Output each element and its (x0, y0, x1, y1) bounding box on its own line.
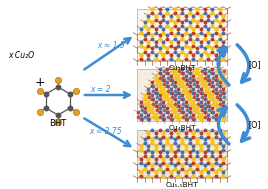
FancyArrowPatch shape (218, 48, 229, 85)
Text: Cu₅.₅BHT: Cu₅.₅BHT (166, 182, 198, 188)
Text: x ≈ 2.75: x ≈ 2.75 (89, 128, 122, 136)
Text: Cu₄BHT: Cu₄BHT (168, 125, 196, 131)
Text: BHT: BHT (49, 119, 67, 129)
FancyArrowPatch shape (237, 105, 250, 141)
Text: +: + (35, 75, 45, 88)
Bar (137, 130, 227, 178)
Text: x Cu₂O: x Cu₂O (8, 51, 34, 60)
Bar (137, 9, 227, 61)
Text: [O]: [O] (249, 120, 261, 129)
FancyArrowPatch shape (237, 45, 250, 82)
Text: x ≈ 1.5: x ≈ 1.5 (97, 42, 125, 50)
Text: x = 2: x = 2 (90, 84, 110, 94)
FancyArrowPatch shape (218, 108, 229, 144)
Text: Cu₃BHT: Cu₃BHT (168, 65, 196, 71)
Bar (137, 69, 227, 121)
Text: [O]: [O] (249, 60, 261, 70)
